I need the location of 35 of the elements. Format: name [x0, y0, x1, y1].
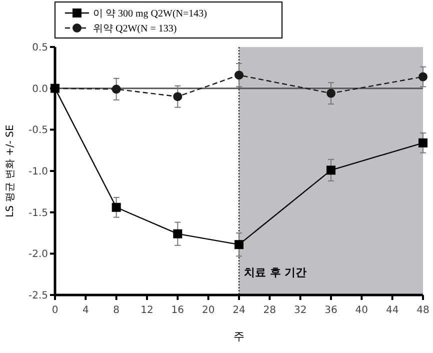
- point: [418, 72, 428, 82]
- point: [234, 240, 244, 250]
- x-tick-label: 20: [202, 305, 215, 316]
- y-axis-title: LS 평균 변화 +/- SE: [5, 124, 16, 218]
- x-tick-label: 32: [294, 305, 307, 316]
- legend-label: 위약 Q2W(N = 133): [93, 24, 177, 34]
- point: [112, 202, 121, 212]
- y-tick-label: -1.5: [28, 208, 48, 219]
- point: [326, 166, 336, 175]
- x-tick-label: 16: [171, 305, 184, 316]
- point: [173, 229, 182, 238]
- y-tick-label: -0.5: [28, 125, 48, 136]
- point: [173, 92, 182, 102]
- point: [112, 84, 121, 94]
- point: [418, 138, 428, 148]
- y-tick-label: 0.5: [32, 42, 48, 54]
- x-axis-title: 주: [234, 330, 244, 343]
- y-tick-label: -1.0: [28, 166, 48, 178]
- x-tick-label: 24: [232, 305, 246, 316]
- point: [326, 88, 336, 98]
- y-tick-label: -2.0: [28, 249, 48, 260]
- x-tick-label: 48: [416, 305, 430, 316]
- x-tick-label: 28: [263, 305, 276, 316]
- x-tick-label: 0: [52, 305, 58, 316]
- legend-label: 이 약 300 mg Q2W(N=143): [93, 8, 207, 20]
- y-tick-label: -2.5: [28, 290, 48, 302]
- x-tick-label: 44: [386, 305, 399, 316]
- y-tick-label: 0.0: [32, 84, 48, 95]
- x-tick-label: 12: [140, 305, 154, 316]
- band-label: 치료 후 기간: [244, 266, 307, 279]
- x-tick-label: 36: [324, 305, 338, 316]
- x-tick-label: 40: [355, 305, 368, 316]
- x-tick-label: 8: [113, 305, 120, 316]
- point: [234, 70, 244, 80]
- x-tick-label: 4: [82, 305, 89, 316]
